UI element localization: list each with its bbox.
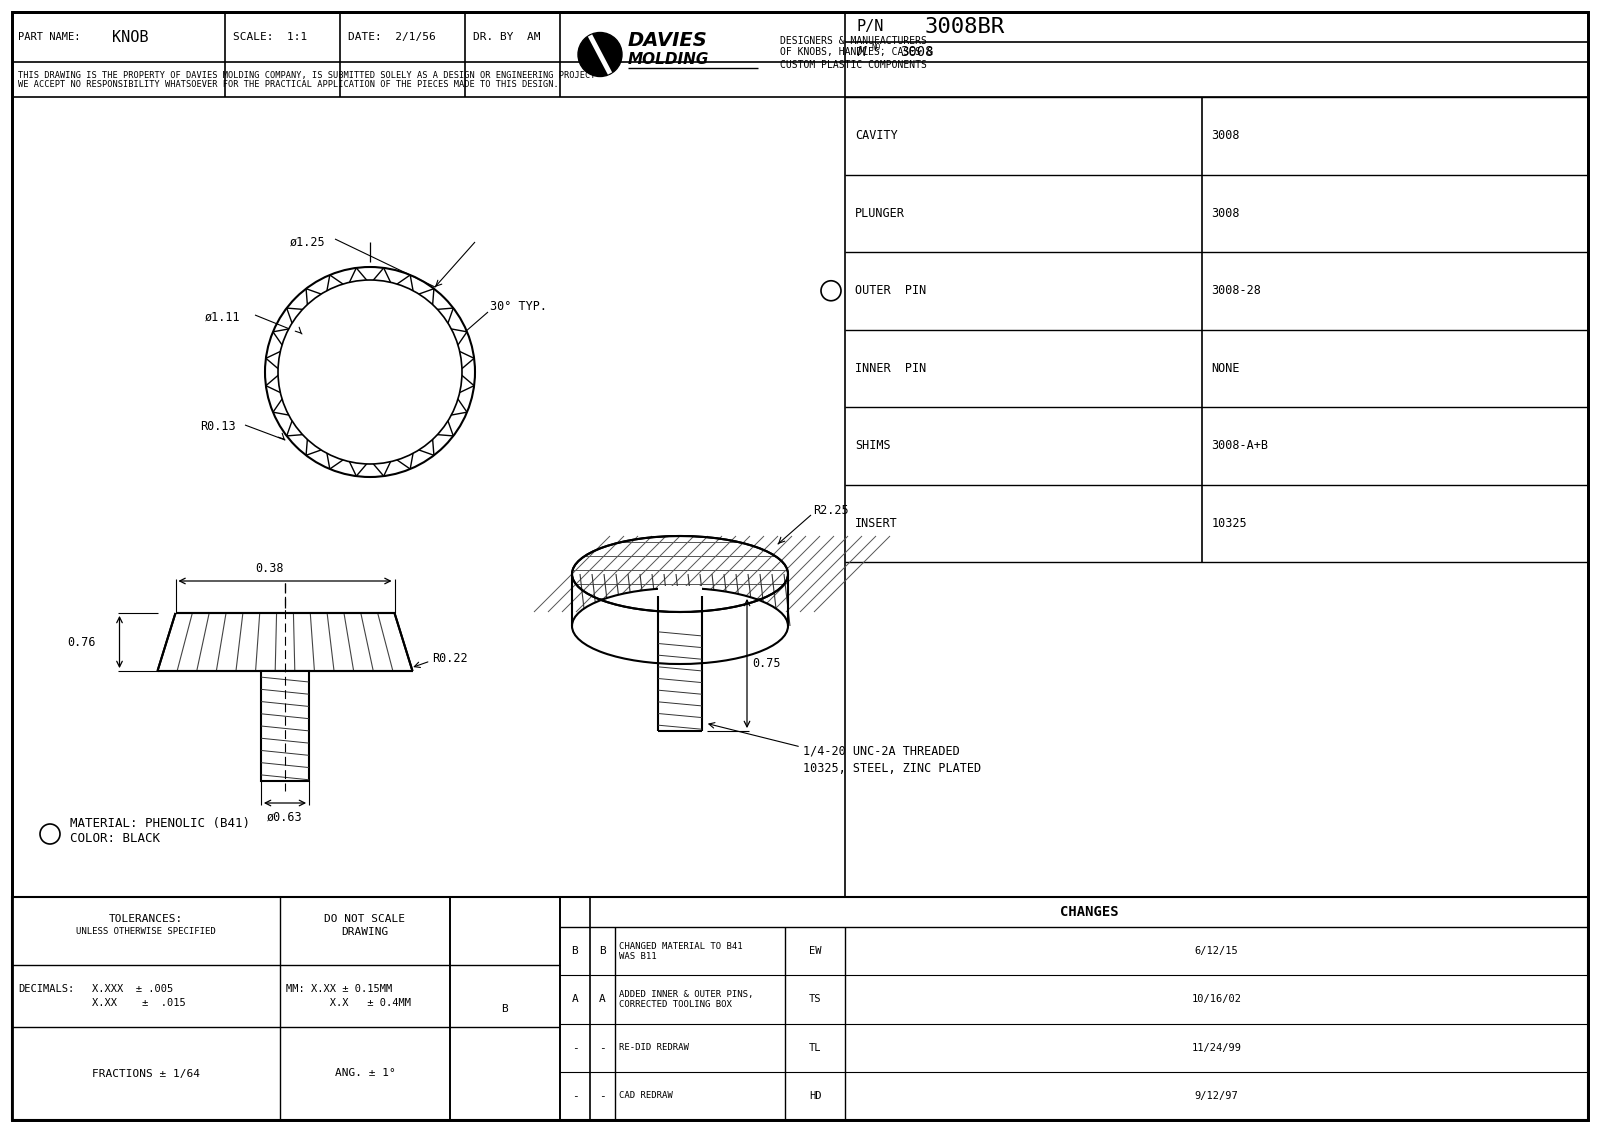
Text: WAS B11: WAS B11 xyxy=(619,952,656,961)
Text: RE-DID REDRAW: RE-DID REDRAW xyxy=(619,1043,690,1052)
Text: 3008: 3008 xyxy=(1211,129,1240,143)
Text: TOLERANCES:: TOLERANCES: xyxy=(109,914,182,924)
Text: INNER  PIN: INNER PIN xyxy=(854,362,926,375)
Text: B: B xyxy=(571,946,578,957)
Text: M: M xyxy=(858,45,866,59)
Text: 0.75: 0.75 xyxy=(752,657,781,670)
Text: 10325, STEEL, ZINC PLATED: 10325, STEEL, ZINC PLATED xyxy=(803,763,981,775)
Text: A: A xyxy=(829,285,834,295)
Text: CHANGES: CHANGES xyxy=(1059,904,1118,919)
Text: P/N: P/N xyxy=(858,19,885,34)
Text: CHANGED MATERIAL TO B41: CHANGED MATERIAL TO B41 xyxy=(619,942,742,951)
Text: KNOB: KNOB xyxy=(112,29,149,44)
Text: 3008: 3008 xyxy=(1211,207,1240,220)
Text: OF KNOBS, HANDLES, CASES &: OF KNOBS, HANDLES, CASES & xyxy=(781,48,933,58)
Text: PLUNGER: PLUNGER xyxy=(854,207,906,220)
Text: MOLDING: MOLDING xyxy=(627,52,709,67)
Circle shape xyxy=(821,281,842,301)
Text: EW: EW xyxy=(808,946,821,957)
Text: COLOR: BLACK: COLOR: BLACK xyxy=(70,832,160,846)
Text: CAD REDRAW: CAD REDRAW xyxy=(619,1091,672,1100)
Text: TS: TS xyxy=(808,994,821,1004)
Text: DESIGNERS & MANUFACTURERS: DESIGNERS & MANUFACTURERS xyxy=(781,35,926,45)
Text: DRAWING: DRAWING xyxy=(341,927,389,937)
Ellipse shape xyxy=(573,535,787,612)
Text: ø0.63: ø0.63 xyxy=(267,811,302,823)
Text: -: - xyxy=(598,1091,606,1101)
Text: 10325: 10325 xyxy=(1211,516,1248,530)
Text: -: - xyxy=(571,1043,578,1053)
Text: 9/12/97: 9/12/97 xyxy=(1195,1091,1238,1101)
Ellipse shape xyxy=(573,588,787,664)
Bar xyxy=(13,897,1587,1120)
Text: -: - xyxy=(571,1091,578,1101)
Text: DATE:  2/1/56: DATE: 2/1/56 xyxy=(349,32,435,42)
Text: CORRECTED TOOLING BOX: CORRECTED TOOLING BOX xyxy=(619,1000,731,1009)
Text: NO.: NO. xyxy=(870,43,885,51)
Polygon shape xyxy=(157,614,413,671)
Text: 0.76: 0.76 xyxy=(67,635,96,649)
Text: WE ACCEPT NO RESPONSIBILITY WHATSOEVER FOR THE PRACTICAL APPLICATION OF THE PIEC: WE ACCEPT NO RESPONSIBILITY WHATSOEVER F… xyxy=(18,80,558,89)
Text: FRACTIONS ± 1/64: FRACTIONS ± 1/64 xyxy=(93,1069,200,1079)
Text: CUSTOM PLASTIC COMPONENTS: CUSTOM PLASTIC COMPONENTS xyxy=(781,60,926,69)
Text: 6/12/15: 6/12/15 xyxy=(1195,946,1238,957)
Text: 10/16/02: 10/16/02 xyxy=(1192,994,1242,1004)
Text: R0.13: R0.13 xyxy=(200,420,235,434)
Text: DO NOT SCALE: DO NOT SCALE xyxy=(325,914,405,924)
Text: MATERIAL: PHENOLIC (B41): MATERIAL: PHENOLIC (B41) xyxy=(70,817,250,831)
Text: SHIMS: SHIMS xyxy=(854,439,891,453)
Text: CAVITY: CAVITY xyxy=(854,129,898,143)
Text: OUTER  PIN: OUTER PIN xyxy=(854,284,926,298)
Text: X.X   ± 0.4MM: X.X ± 0.4MM xyxy=(286,998,411,1007)
Text: DAVIES: DAVIES xyxy=(627,31,707,50)
Text: 3008-A+B: 3008-A+B xyxy=(1211,439,1269,453)
Text: ø1.11: ø1.11 xyxy=(205,310,240,324)
Text: DECIMALS:: DECIMALS: xyxy=(18,984,74,994)
Text: B: B xyxy=(502,1003,509,1013)
Text: ANG. ± 1°: ANG. ± 1° xyxy=(334,1069,395,1079)
Text: X.XXX  ± .005: X.XXX ± .005 xyxy=(93,984,173,994)
Text: R0.22: R0.22 xyxy=(432,652,469,666)
Text: NONE: NONE xyxy=(1211,362,1240,375)
Text: UNLESS OTHERWISE SPECIFIED: UNLESS OTHERWISE SPECIFIED xyxy=(77,927,216,936)
Text: R2.25: R2.25 xyxy=(813,505,848,517)
Text: TL: TL xyxy=(808,1043,821,1053)
Bar xyxy=(658,586,702,601)
Text: ADDED INNER & OUTER PINS,: ADDED INNER & OUTER PINS, xyxy=(619,989,754,998)
Text: INSERT: INSERT xyxy=(854,516,898,530)
Text: A: A xyxy=(571,994,578,1004)
Text: B: B xyxy=(598,946,606,957)
Text: THIS DRAWING IS THE PROPERTY OF DAVIES MOLDING COMPANY, IS SUBMITTED SOLELY AS A: THIS DRAWING IS THE PROPERTY OF DAVIES M… xyxy=(18,71,595,80)
Circle shape xyxy=(40,824,61,844)
Text: PART NAME:: PART NAME: xyxy=(18,32,80,42)
Text: 3008-28: 3008-28 xyxy=(1211,284,1261,298)
Text: A: A xyxy=(598,994,606,1004)
Text: SCALE:  1:1: SCALE: 1:1 xyxy=(234,32,307,42)
Text: 3008: 3008 xyxy=(899,45,933,59)
Circle shape xyxy=(278,280,462,464)
Text: 3008BR: 3008BR xyxy=(925,17,1005,37)
Text: MM: X.XX ± 0.15MM: MM: X.XX ± 0.15MM xyxy=(286,984,392,994)
Text: X.XX    ±  .015: X.XX ± .015 xyxy=(93,998,186,1007)
Text: 11/24/99: 11/24/99 xyxy=(1192,1043,1242,1053)
Text: 0.38: 0.38 xyxy=(256,563,285,575)
Text: HD: HD xyxy=(808,1091,821,1101)
Text: B: B xyxy=(46,829,53,839)
Circle shape xyxy=(266,267,475,477)
Text: ø1.25: ø1.25 xyxy=(290,235,326,249)
Circle shape xyxy=(578,33,622,77)
Text: 30° TYP.: 30° TYP. xyxy=(490,300,547,314)
Bar xyxy=(570,588,790,664)
Text: DR. BY  AM: DR. BY AM xyxy=(474,32,541,42)
Bar xyxy=(261,671,309,781)
Text: 1/4-20 UNC-2A THREADED: 1/4-20 UNC-2A THREADED xyxy=(803,745,960,757)
Text: -: - xyxy=(598,1043,606,1053)
